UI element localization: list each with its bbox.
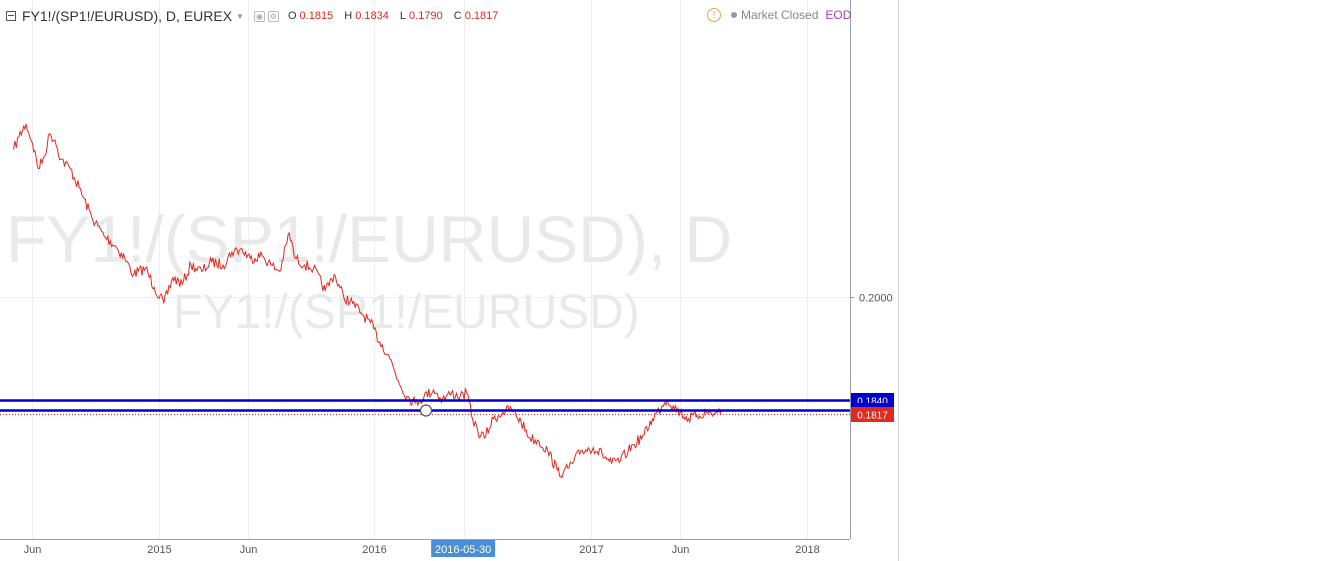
ohlc-high-value: 0.1834 bbox=[355, 10, 389, 22]
gear-icon[interactable]: ⚙ bbox=[267, 10, 279, 22]
ohlc-values: O 0.1815 H 0.1834 L 0.1790 C 0.1817 bbox=[288, 10, 506, 22]
x-tick-label: Jun bbox=[24, 544, 42, 556]
drawing-anchor-handle bbox=[419, 404, 433, 417]
ohlc-open-label: O bbox=[287, 10, 297, 22]
chevron-down-icon[interactable]: ▼ bbox=[236, 11, 244, 21]
price-label-text: 0.1840 bbox=[857, 397, 888, 408]
symbol-title[interactable]: FY1!/(SP1!/EURUSD), D, EUREX bbox=[22, 8, 233, 24]
status-dot-icon bbox=[731, 12, 737, 18]
x-tick-label: 2015 bbox=[147, 544, 171, 556]
eye-icon[interactable]: ◉ bbox=[253, 10, 265, 22]
market-closed-label: Market Closed bbox=[741, 8, 819, 22]
ohlc-close-value: 0.1817 bbox=[464, 10, 499, 22]
ohlc-close-label: C bbox=[453, 10, 462, 22]
watermark-line-1: FY1!/(SP1!/EURUSD), D bbox=[6, 202, 732, 276]
collapse-legend-button[interactable] bbox=[6, 11, 16, 21]
crosshair-date-box bbox=[431, 540, 496, 557]
price-label-box bbox=[851, 407, 894, 422]
x-tick-label: 2017 bbox=[579, 544, 603, 556]
ohlc-high-label: H bbox=[344, 10, 353, 22]
warning-icon[interactable]: ! bbox=[707, 8, 721, 22]
y-tick-label: 0.2000 bbox=[859, 293, 893, 305]
price-label-text: 0.1817 bbox=[857, 411, 888, 422]
x-tick-label: Jun bbox=[240, 544, 258, 556]
market-status: ! Market Closed EOD bbox=[707, 8, 851, 22]
ohlc-low-value: 0.1790 bbox=[409, 10, 443, 22]
watermark-line-2: FY1!/(SP1!/EURUSD) bbox=[173, 286, 640, 339]
eod-label[interactable]: EOD bbox=[825, 8, 852, 22]
crosshair-date-label: 2016-05-30 bbox=[435, 544, 491, 556]
chart-header: FY1!/(SP1!/EURUSD), D, EUREX ▼ ◉ ⚙ O 0.18… bbox=[6, 6, 506, 26]
ohlc-low-label: L bbox=[399, 10, 407, 22]
ohlc-open-value: 0.1815 bbox=[299, 10, 334, 22]
x-tick-label: 2018 bbox=[795, 544, 819, 556]
x-tick-label: 2016 bbox=[362, 544, 386, 556]
price-series-line bbox=[13, 123, 723, 479]
x-tick-label: Jun bbox=[672, 544, 690, 556]
